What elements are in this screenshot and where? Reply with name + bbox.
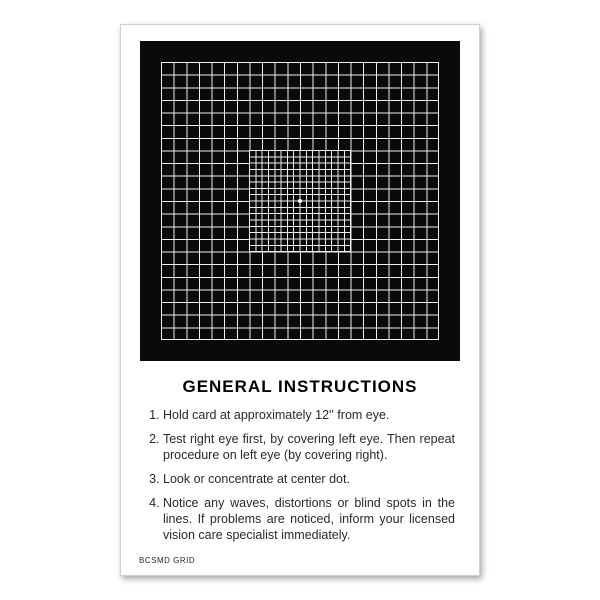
amsler-grid — [161, 62, 439, 340]
instruction-item: Notice any waves, distortions or blind s… — [163, 495, 455, 543]
amsler-grid-frame — [140, 41, 460, 361]
instruction-item: Look or concentrate at center dot. — [163, 471, 455, 487]
instructions-list: Hold card at approximately 12'' from eye… — [139, 407, 461, 551]
instruction-item: Hold card at approximately 12'' from eye… — [163, 407, 455, 423]
instruction-item: Test right eye first, by covering left e… — [163, 431, 455, 463]
center-dot-icon — [298, 199, 302, 203]
instruction-card: GENERAL INSTRUCTIONS Hold card at approx… — [120, 24, 480, 576]
instructions-title: GENERAL INSTRUCTIONS — [182, 377, 417, 397]
footer-code: BCSMD GRID — [139, 556, 195, 565]
